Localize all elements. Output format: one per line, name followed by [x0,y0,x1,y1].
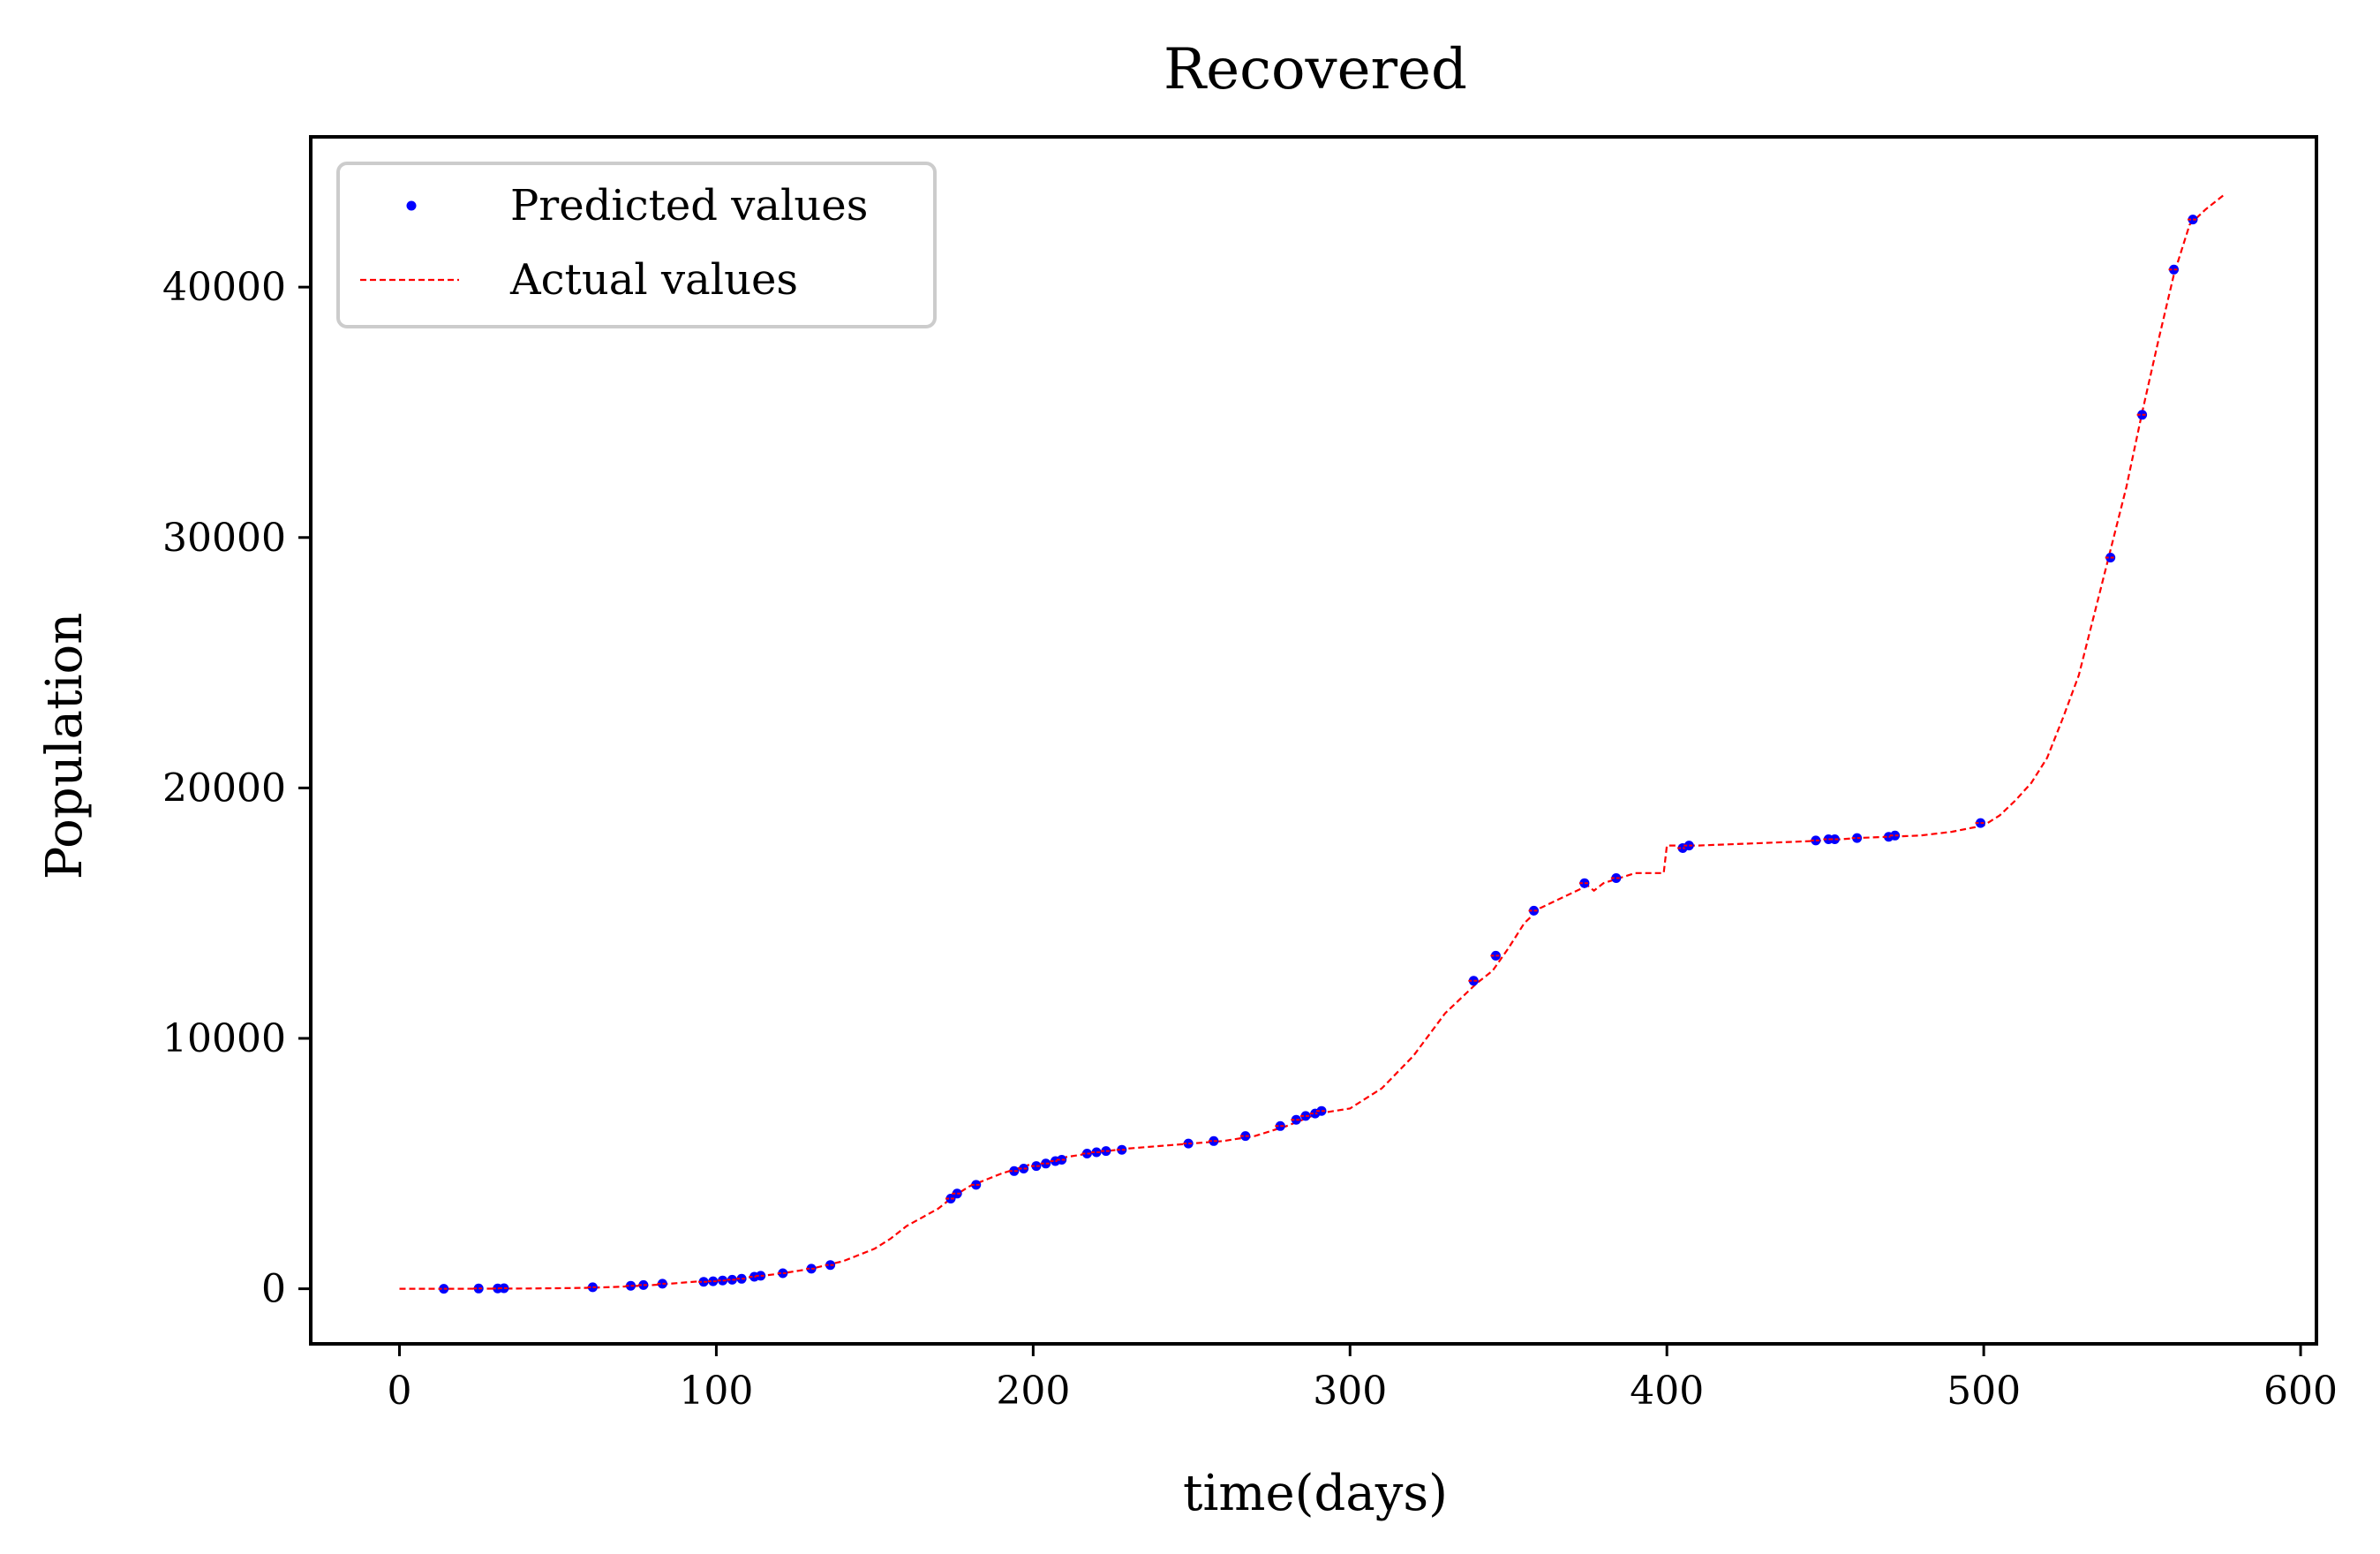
y-axis-label: Population [36,613,94,880]
plot-area [399,193,2226,1294]
legend-entry: Actual values [360,255,798,305]
x-tick-label: 600 [2263,1369,2338,1414]
legend-entry: Predicted values [406,181,868,230]
x-tick-label: 100 [679,1369,753,1414]
x-tick-label: 300 [1313,1369,1387,1414]
plot-frame [309,135,2318,1346]
legend: Predicted values Actual values [336,162,937,328]
y-tick-label: 0 [261,1267,286,1312]
x-tick-label: 400 [1630,1369,1704,1414]
legend-label: Actual values [509,255,798,305]
chart-title: Recovered [1164,37,1467,102]
y-tick-label: 40000 [162,265,286,310]
x-tick-label: 200 [996,1369,1070,1414]
legend-label: Predicted values [510,181,868,230]
x-tick-label: 500 [1947,1369,2021,1414]
x-axis-label: time(days) [1183,1465,1448,1522]
y-tick-label: 30000 [162,516,286,561]
y-tick-label: 20000 [162,766,286,811]
x-axis: 0 100 200 300 400 500 600 [387,1344,2338,1414]
y-tick-label: 10000 [162,1016,286,1061]
legend-box [336,162,937,328]
actual-values-line [399,193,2226,1290]
x-tick-label: 0 [387,1369,411,1414]
legend-marker-dot [406,200,417,211]
y-axis: 0 10000 20000 30000 40000 [162,265,311,1312]
